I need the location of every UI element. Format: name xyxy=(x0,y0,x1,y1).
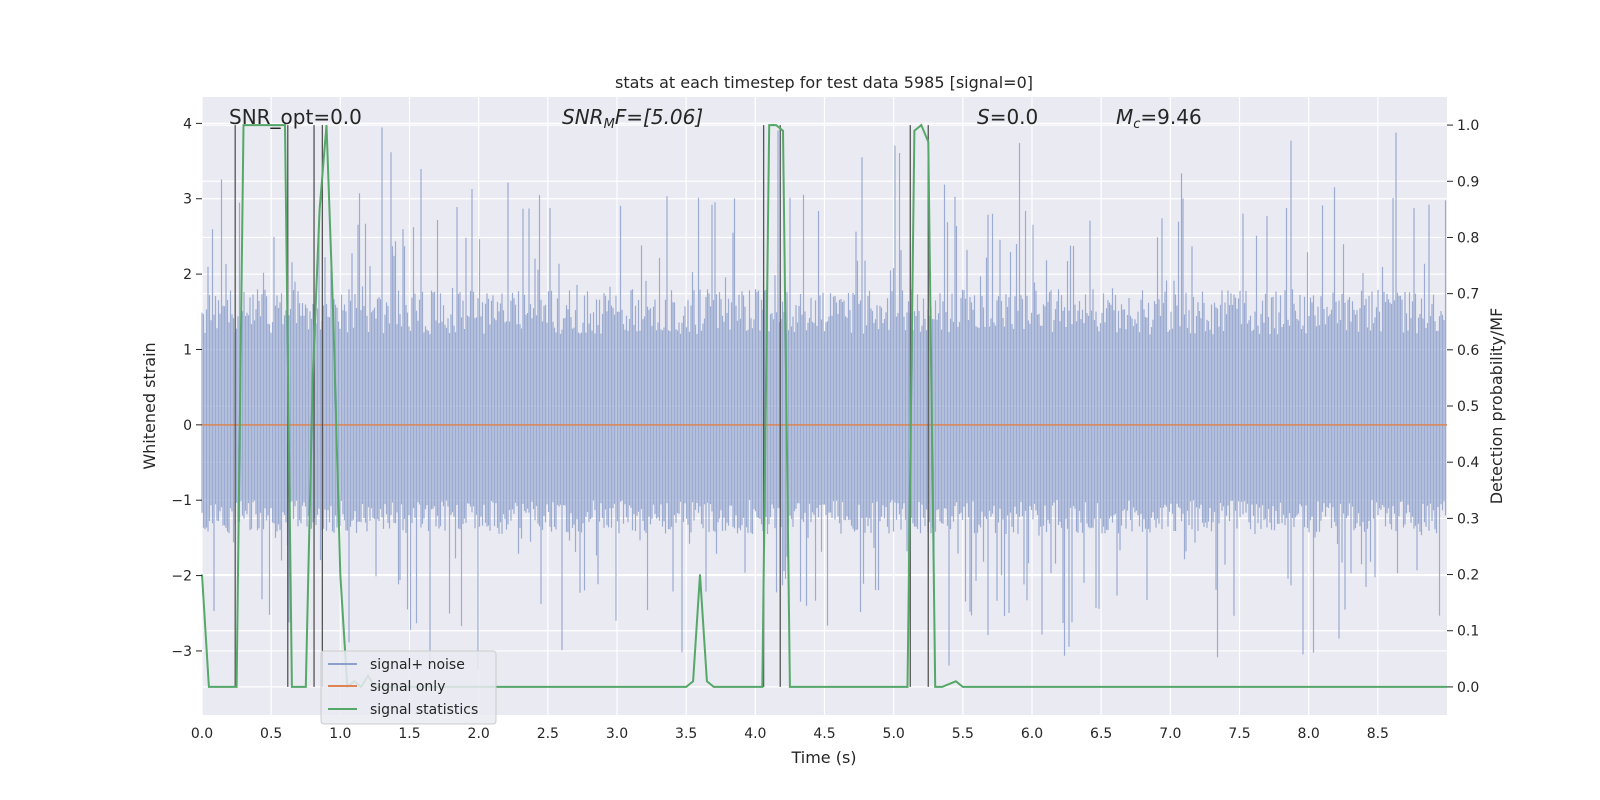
annotation-s: S=0.0 xyxy=(977,105,1038,129)
signal-noise-series xyxy=(201,127,1447,671)
signal-statistics-series xyxy=(201,123,1447,689)
x-tick-label: 4.0 xyxy=(744,726,766,742)
x-tick-label: 1.0 xyxy=(329,726,351,742)
y-tick-label-left: 0 xyxy=(183,418,192,434)
x-tick-label: 0.5 xyxy=(260,726,282,742)
x-tick-label: 2.0 xyxy=(468,726,490,742)
y-tick-label-right: 0.2 xyxy=(1457,568,1479,584)
x-tick-label: 6.5 xyxy=(1090,726,1112,742)
y-tick-label-right: 0.9 xyxy=(1457,174,1479,190)
x-tick-label: 7.5 xyxy=(1228,726,1250,742)
y-tick-label-left: 1 xyxy=(183,342,192,358)
x-tick-label: 3.0 xyxy=(606,726,628,742)
y-tick-label-right: 0.3 xyxy=(1457,511,1479,527)
y-tick-label-right: 0.4 xyxy=(1457,455,1479,471)
y-tick-label-right: 1.0 xyxy=(1457,118,1479,134)
y-ticks-right: 0.0 0.1 0.2 0.3 0.4 0.5 0.6 0.7 0.8 0.9 1.0 xyxy=(1447,118,1479,696)
annotation-snr-mf: SNRMF=[5.06] xyxy=(562,105,703,132)
annotation-mc: Mc=9.46 xyxy=(1116,105,1202,132)
legend-label-signal-only: signal only xyxy=(370,679,445,695)
y-axis-label-right: Detection probability/MF xyxy=(1487,308,1506,505)
y-ticks-left: −3 −2 −1 0 1 2 3 4 xyxy=(171,116,202,660)
x-tick-label: 5.5 xyxy=(952,726,974,742)
x-tick-label: 8.0 xyxy=(1298,726,1320,742)
x-tick-label: 3.5 xyxy=(675,726,697,742)
x-tick-label: 6.0 xyxy=(1021,726,1043,742)
chart-title: stats at each timestep for test data 598… xyxy=(615,73,1033,92)
legend: signal+ noise signal only signal statist… xyxy=(320,650,497,725)
annotation-snr-opt: SNR_opt=0.0 xyxy=(229,105,362,129)
legend-label-signal-noise: signal+ noise xyxy=(370,657,465,673)
y-tick-label-right: 0.0 xyxy=(1457,680,1479,696)
y-tick-label-left: 4 xyxy=(183,116,192,132)
y-tick-label-right: 0.7 xyxy=(1457,287,1479,303)
y-tick-label-left: 2 xyxy=(183,267,192,283)
x-tick-label: 8.5 xyxy=(1367,726,1389,742)
x-tick-label: 2.5 xyxy=(537,726,559,742)
y-tick-label-left: −1 xyxy=(171,493,192,509)
x-tick-label: 0.0 xyxy=(191,726,213,742)
x-tick-label: 1.5 xyxy=(398,726,420,742)
x-tick-label: 7.0 xyxy=(1159,726,1181,742)
x-tick-label: 4.5 xyxy=(813,726,835,742)
y-tick-label-left: −2 xyxy=(171,569,192,585)
y-tick-label-right: 0.8 xyxy=(1457,230,1479,246)
y-tick-label-left: 3 xyxy=(183,192,192,208)
legend-label-signal-statistics: signal statistics xyxy=(370,702,478,718)
y-tick-label-right: 0.6 xyxy=(1457,343,1479,359)
signal-noise-path xyxy=(201,127,1447,671)
y-tick-label-right: 0.5 xyxy=(1457,399,1479,415)
x-ticks: 0.0 0.5 1.0 1.5 2.0 2.5 3.0 3.5 4.0 4.5 5.0 5.5 6.0 6… xyxy=(191,726,1389,742)
x-axis-label: Time (s) xyxy=(790,748,856,767)
x-tick-label: 5.0 xyxy=(883,726,905,742)
y-axis-label-left: Whitened strain xyxy=(140,342,159,469)
y-tick-label-left: −3 xyxy=(171,644,192,660)
y-tick-label-right: 0.1 xyxy=(1457,624,1479,640)
legend-box xyxy=(320,650,497,725)
